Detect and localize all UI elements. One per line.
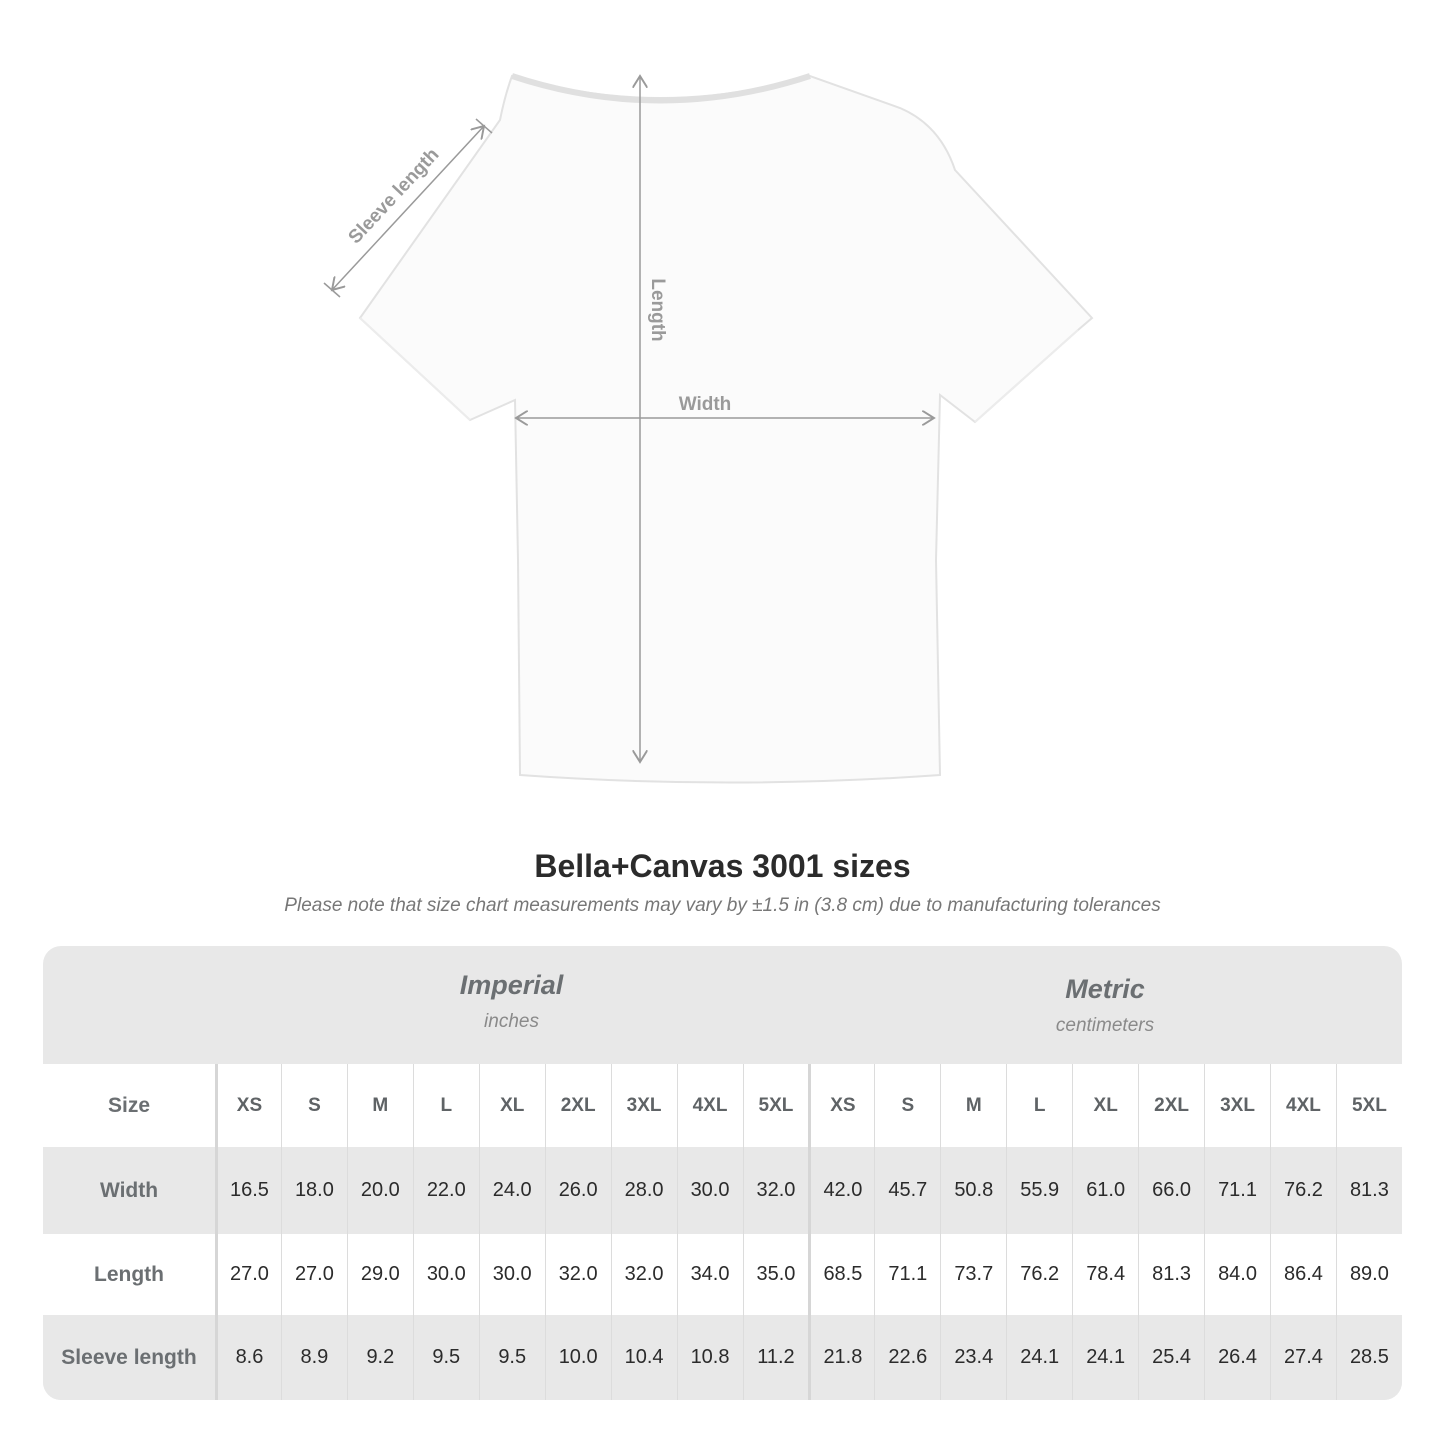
- table-cell: 8.9: [280, 1315, 347, 1400]
- metric-header: Metric centimeters: [808, 974, 1402, 1092]
- table-cell: 76.2: [1270, 1147, 1336, 1234]
- table-cell: 21.8: [808, 1315, 874, 1400]
- table-cell: 26.4: [1204, 1315, 1270, 1400]
- table-cell: 18.0: [280, 1147, 347, 1234]
- table-cell: 29.0: [346, 1234, 413, 1315]
- table-cell: 73.7: [940, 1234, 1006, 1315]
- table-row: Width 16.5 18.0 20.0 22.0 24.0 26.0 28.0 30.0 32.…: [43, 1147, 1402, 1234]
- table-cell: 89.0: [1335, 1234, 1402, 1315]
- table-cell: 26.0: [544, 1147, 611, 1234]
- table-cell: 10.4: [610, 1315, 677, 1400]
- metric-title: Metric: [1065, 974, 1145, 1004]
- table-cell: 86.4: [1270, 1234, 1336, 1315]
- metric-unit: centimeters: [1055, 1015, 1155, 1036]
- table-cell: 81.3: [1138, 1234, 1204, 1315]
- table-cell: M: [940, 1064, 1006, 1147]
- table-cell: 24.1: [1072, 1315, 1138, 1400]
- row-label: Size: [107, 1093, 151, 1117]
- table-cell: 28.5: [1335, 1315, 1402, 1400]
- imperial-header: Imperial inches: [215, 970, 808, 1088]
- table-cell: 4XL: [676, 1064, 743, 1147]
- length-label: Length: [647, 278, 668, 341]
- chart-title: Bella+Canvas 3001 sizes: [534, 848, 911, 884]
- table-cell: 2XL: [544, 1064, 611, 1147]
- table-cell: 50.8: [940, 1147, 1006, 1234]
- table-cell: 30.0: [676, 1147, 743, 1234]
- table-cell: S: [874, 1064, 940, 1147]
- table-cell: 3XL: [610, 1064, 677, 1147]
- table-cell: 27.4: [1270, 1315, 1336, 1400]
- table-cell: 27.0: [280, 1234, 347, 1315]
- table-cell: XS: [808, 1064, 874, 1147]
- table-cell: 22.6: [874, 1315, 940, 1400]
- table-cell: 10.8: [676, 1315, 743, 1400]
- table-cell: 45.7: [874, 1147, 940, 1234]
- size-table: Imperial inches Metric centimeters Size X…: [43, 946, 1402, 1400]
- table-cell: 2XL: [1138, 1064, 1204, 1147]
- table-cell: 28.0: [610, 1147, 677, 1234]
- table-cell: 22.0: [412, 1147, 479, 1234]
- table-cell: 68.5: [808, 1234, 874, 1315]
- table-cell: XS: [215, 1064, 281, 1147]
- table-cell: L: [412, 1064, 479, 1147]
- row-label: Sleeve length: [61, 1345, 197, 1369]
- table-cell: 55.9: [1006, 1147, 1072, 1234]
- table-cell: 30.0: [412, 1234, 479, 1315]
- table-cell: S: [280, 1064, 347, 1147]
- table-cell: 24.0: [478, 1147, 545, 1234]
- table-cell: 32.0: [742, 1147, 809, 1234]
- table-cell: 3XL: [1204, 1064, 1270, 1147]
- table-cell: 9.5: [478, 1315, 545, 1400]
- table-cell: 34.0: [676, 1234, 743, 1315]
- table-cell: 9.5: [412, 1315, 479, 1400]
- table-cell: 4XL: [1270, 1064, 1336, 1147]
- table-cell: 66.0: [1138, 1147, 1204, 1234]
- imperial-title: Imperial: [459, 970, 564, 1000]
- table-cell: 32.0: [610, 1234, 677, 1315]
- table-cell: 84.0: [1204, 1234, 1270, 1315]
- size-header-row: Size XS S M L XL 2XL 3XL 4XL 5XL XS S M L XL 2XL 3XL 4XL 5…: [43, 1064, 1402, 1147]
- tshirt-diagram: Sleeve length Length Width: [323, 73, 1094, 784]
- width-label: Width: [679, 394, 732, 415]
- table-cell: 20.0: [346, 1147, 413, 1234]
- table-cell: 42.0: [808, 1147, 874, 1234]
- table-cell: 27.0: [215, 1234, 281, 1315]
- table-cell: L: [1006, 1064, 1072, 1147]
- table-cell: 35.0: [742, 1234, 809, 1315]
- table-cell: 9.2: [346, 1315, 413, 1400]
- table-cell: 71.1: [1204, 1147, 1270, 1234]
- table-cell: 76.2: [1006, 1234, 1072, 1315]
- row-label: Length: [94, 1262, 164, 1286]
- table-cell: M: [346, 1064, 413, 1147]
- table-cell: 78.4: [1072, 1234, 1138, 1315]
- table-cell: 5XL: [742, 1064, 809, 1147]
- table-cell: 71.1: [874, 1234, 940, 1315]
- table-cell: XL: [478, 1064, 545, 1147]
- table-cell: 25.4: [1138, 1315, 1204, 1400]
- imperial-unit: inches: [484, 1011, 539, 1032]
- table-cell: 61.0: [1072, 1147, 1138, 1234]
- sleeve-length-arrow: [332, 126, 484, 290]
- table-cell: 81.3: [1335, 1147, 1402, 1234]
- table-cell: 32.0: [544, 1234, 611, 1315]
- table-cell: 11.2: [742, 1315, 809, 1400]
- table-row: Sleeve length 8.6 8.9 9.2 9.5 9.5 10.0 10.4 10.8…: [43, 1315, 1402, 1400]
- table-cell: 10.0: [544, 1315, 611, 1400]
- table-cell: 16.5: [215, 1147, 281, 1234]
- table-cell: 24.1: [1006, 1315, 1072, 1400]
- table-cell: 23.4: [940, 1315, 1006, 1400]
- table-row: Length 27.0 27.0 29.0 30.0 30.0 32.0 32.0 34.0 35…: [43, 1234, 1402, 1315]
- tshirt-shape: [358, 74, 1094, 784]
- table-cell: 30.0: [478, 1234, 545, 1315]
- chart-subtitle: Please note that size chart measurements…: [284, 895, 1161, 916]
- table-cell: XL: [1072, 1064, 1138, 1147]
- row-label: Width: [99, 1178, 159, 1202]
- table-cell: 8.6: [215, 1315, 281, 1400]
- table-cell: 5XL: [1335, 1064, 1402, 1147]
